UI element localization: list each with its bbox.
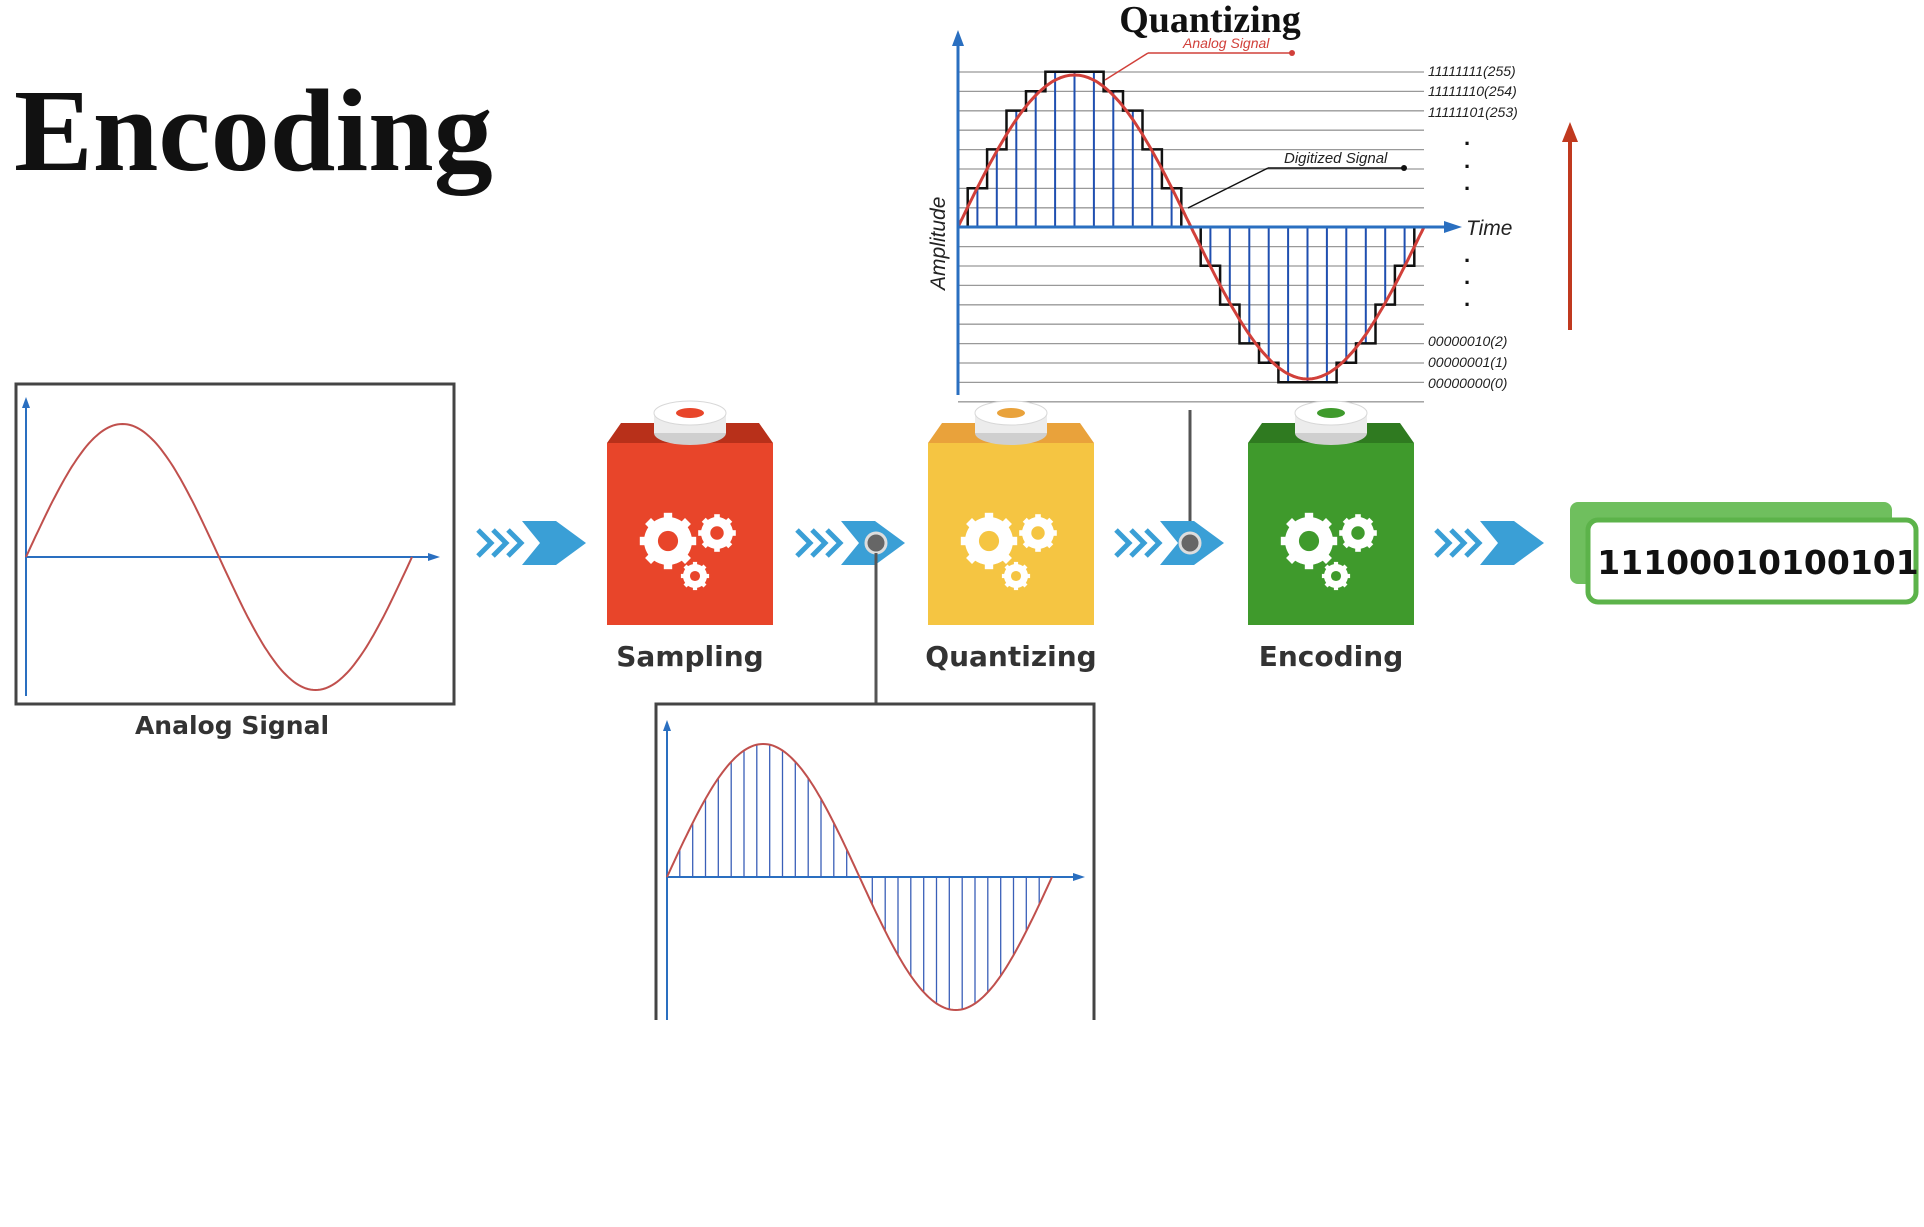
gear-icon xyxy=(1321,561,1351,591)
sampling-connector-dot xyxy=(864,531,888,555)
analog-signal-wave xyxy=(25,422,413,692)
quantized-sample-lines xyxy=(976,71,1406,383)
gear-hole xyxy=(1298,530,1320,552)
level-label-0: 00000000(0) xyxy=(1428,375,1507,391)
quantizing-chart-title: Quantizing xyxy=(1119,0,1301,41)
chevron-arrow-icon xyxy=(1114,528,1133,558)
stage-block-sampling: Sampling xyxy=(607,400,773,673)
quantizing-chart: Quantizing Time Amplitude Analog Signal … xyxy=(927,0,1578,403)
stage-block-encoding: Encoding xyxy=(1248,400,1414,673)
analog-signal-pointer xyxy=(1104,52,1149,81)
ellipsis-dot: . xyxy=(1464,286,1470,311)
stage-label: Encoding xyxy=(1259,640,1404,673)
analog-signal-frame xyxy=(14,382,456,706)
gear-hole xyxy=(978,530,1000,552)
sampled-panel-x-arrow xyxy=(1073,873,1085,881)
time-axis-arrow xyxy=(1444,221,1462,233)
gear-icon xyxy=(698,514,736,552)
analog-signal-callout: Analog Signal xyxy=(1182,35,1270,51)
stage-knob-ring xyxy=(1317,408,1345,418)
ellipsis-dot: . xyxy=(1464,125,1470,150)
binary-output-value: 11100010100101 xyxy=(1597,543,1918,582)
ellipsis-dot: . xyxy=(1464,264,1470,289)
chevron-arrow-icon xyxy=(1449,528,1468,558)
chevron-arrow-icon xyxy=(1434,528,1453,558)
ellipsis-dot: . xyxy=(1464,148,1470,173)
sample-lines xyxy=(679,744,1040,1010)
gear-icon xyxy=(1280,512,1338,570)
level-label-253: 11111101(253) xyxy=(1428,104,1518,120)
stage-knob-ring xyxy=(676,408,704,418)
ellipsis-dot: . xyxy=(1464,170,1470,195)
level-label-255: 11111111(255) xyxy=(1428,63,1516,79)
arrow-head-icon xyxy=(522,521,586,565)
chevron-arrow-icon xyxy=(795,528,814,558)
level-label-2: 00000010(2) xyxy=(1428,333,1507,349)
stage-label: Quantizing xyxy=(925,640,1096,673)
gear-hole xyxy=(689,570,701,582)
page-title: Encoding xyxy=(14,65,493,196)
pipeline-stages: Sampling Quantizing Encoding xyxy=(607,400,1414,673)
gear-hole xyxy=(1330,570,1342,582)
level-label-254: 11111110(254) xyxy=(1428,83,1517,99)
binary-output-box: 11100010100101 xyxy=(1570,502,1919,605)
analog-panel-x-arrow xyxy=(428,553,440,561)
amplitude-axis-label: Amplitude xyxy=(927,197,950,292)
gear-icon xyxy=(1019,514,1057,552)
analog-signal-pointer-dot xyxy=(1289,50,1295,56)
level-label-1: 00000001(1) xyxy=(1428,354,1507,370)
chevron-arrow-icon xyxy=(825,528,844,558)
chevron-arrow-icon xyxy=(1144,528,1163,558)
time-axis-label: Time xyxy=(1466,217,1512,240)
chevron-arrow-icon xyxy=(491,528,510,558)
amplitude-axis-arrow xyxy=(952,30,964,46)
chevron-arrow-icon xyxy=(1129,528,1148,558)
ellipsis-dot: . xyxy=(1464,242,1470,267)
output-box-front xyxy=(1585,517,1919,605)
chevron-arrow-icon xyxy=(476,528,495,558)
quantizing-connector-dot xyxy=(1178,531,1202,555)
stage-label: Sampling xyxy=(616,640,763,673)
gear-icon xyxy=(1001,561,1031,591)
gear-icon xyxy=(960,512,1018,570)
sampled-panel-y-arrow xyxy=(663,720,671,731)
gear-hole xyxy=(1010,570,1022,582)
sampled-signal-panel xyxy=(654,702,1096,1020)
gear-icon xyxy=(1339,514,1377,552)
gear-hole xyxy=(710,526,724,540)
stage-block-quantizing: Quantizing xyxy=(925,400,1097,673)
chevron-arrow-icon xyxy=(1464,528,1483,558)
digitized-signal-pointer xyxy=(1187,167,1269,209)
gear-hole xyxy=(657,530,679,552)
gear-hole xyxy=(1351,526,1365,540)
chevron-arrow-icon xyxy=(810,528,829,558)
stage-knob-ring xyxy=(997,408,1025,418)
red-up-arrow-head xyxy=(1562,122,1578,142)
pipeline-arrows xyxy=(476,521,1544,565)
sampled-signal-wave xyxy=(666,742,1053,1012)
level-ellipsis-dots: . . . . . . xyxy=(1464,125,1470,311)
sampled-panel-frame xyxy=(654,702,1096,1020)
arrow-head-icon xyxy=(1480,521,1544,565)
digitized-signal-callout: Digitized Signal xyxy=(1284,150,1388,167)
chevron-arrow-icon xyxy=(506,528,525,558)
gear-icon xyxy=(680,561,710,591)
gear-hole xyxy=(1031,526,1045,540)
quantization-level-lines xyxy=(958,71,1424,403)
digitized-signal-pointer-dot xyxy=(1401,165,1407,171)
analog-panel-y-arrow xyxy=(22,397,30,408)
analog-signal-label: Analog Signal xyxy=(135,711,329,740)
analog-signal-panel: Analog Signal xyxy=(14,382,456,740)
gear-icon xyxy=(639,512,697,570)
